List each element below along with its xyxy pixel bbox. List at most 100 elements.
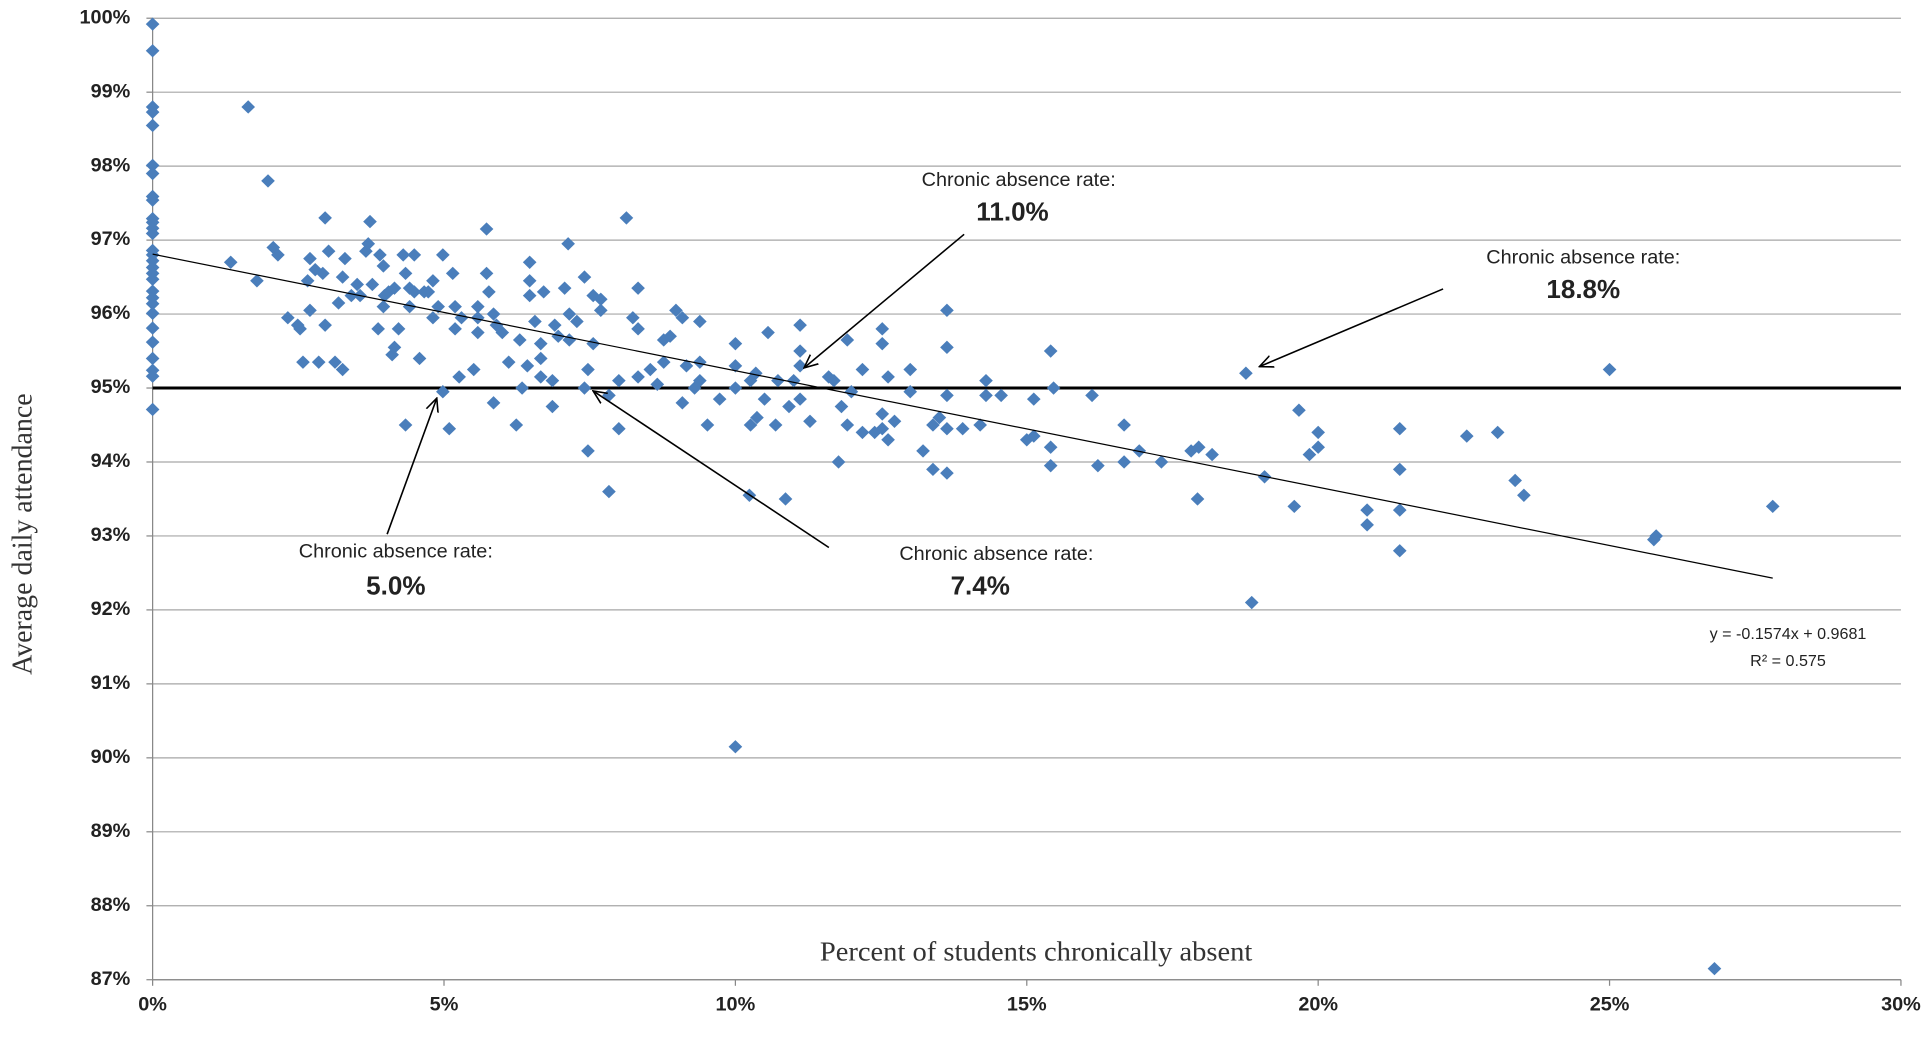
data-point — [793, 392, 807, 406]
data-point — [547, 318, 562, 332]
data-point — [940, 422, 954, 436]
data-point — [522, 255, 537, 269]
data-point — [1508, 473, 1522, 488]
data-point — [545, 399, 560, 414]
x-tick-label: 30% — [1881, 994, 1921, 1016]
data-point — [669, 303, 683, 318]
x-tick-label: 0% — [138, 994, 167, 1016]
data-point — [940, 303, 954, 318]
data-point — [145, 306, 160, 320]
data-point — [1026, 392, 1041, 406]
y-tick-label: 97% — [91, 228, 131, 250]
data-point — [1360, 503, 1374, 517]
data-point — [1085, 388, 1099, 403]
data-point — [522, 274, 537, 288]
data-point — [577, 381, 592, 395]
data-point — [786, 373, 801, 388]
data-point — [979, 373, 993, 388]
data-point — [693, 355, 707, 369]
data-point — [520, 359, 535, 373]
data-point — [994, 388, 1008, 403]
data-point — [593, 292, 608, 306]
data-point — [602, 388, 616, 403]
data-point — [466, 362, 481, 377]
data-point — [1046, 381, 1061, 395]
x-tick-label: 10% — [716, 994, 756, 1016]
data-point — [881, 370, 895, 384]
data-point — [421, 285, 436, 299]
data-point — [768, 418, 783, 432]
data-point — [1043, 459, 1058, 473]
data-point — [452, 370, 466, 384]
data-point — [631, 322, 645, 336]
data-point — [1707, 961, 1722, 976]
y-tick-label: 100% — [80, 7, 131, 29]
y-tick-label: 89% — [91, 820, 131, 842]
data-point — [728, 336, 743, 351]
annotation-arrow — [386, 398, 437, 535]
data-point — [793, 359, 807, 373]
y-tick-label: 96% — [91, 302, 131, 324]
data-point — [834, 399, 849, 414]
data-point — [373, 248, 387, 262]
data-point — [581, 444, 595, 458]
data-point — [875, 322, 890, 336]
data-point — [303, 251, 317, 266]
trendline-r-squared: R² = 0.575 — [1750, 653, 1826, 670]
data-point — [712, 392, 727, 406]
data-point — [926, 418, 940, 432]
data-point — [318, 318, 332, 332]
data-point — [479, 266, 494, 281]
data-point — [533, 336, 548, 351]
data-point — [586, 336, 601, 351]
data-point — [1392, 462, 1407, 477]
data-point — [281, 311, 295, 325]
data-point — [426, 311, 440, 325]
data-point — [761, 325, 775, 340]
data-point — [1392, 503, 1407, 517]
data-point — [545, 373, 560, 388]
data-point — [612, 422, 626, 436]
data-point — [338, 251, 352, 266]
data-point — [315, 266, 330, 281]
data-point — [1292, 403, 1306, 417]
annotation-arrow — [804, 233, 965, 368]
data-point — [495, 325, 510, 340]
data-point — [855, 425, 870, 440]
data-point — [303, 303, 317, 318]
data-point — [728, 381, 743, 395]
data-point — [887, 414, 902, 428]
data-point — [398, 266, 413, 281]
data-point — [486, 307, 501, 321]
data-point — [631, 281, 645, 295]
data-point — [748, 366, 763, 380]
y-tick-label: 93% — [91, 524, 131, 546]
x-tick-label: 15% — [1007, 994, 1047, 1016]
y-tick-label: 99% — [91, 80, 131, 102]
data-point — [562, 333, 577, 347]
data-point — [903, 362, 918, 377]
data-point — [387, 340, 402, 355]
data-point — [145, 321, 160, 335]
data-point — [376, 299, 391, 314]
data-point — [650, 377, 665, 392]
data-point — [145, 335, 160, 349]
data-point — [1765, 499, 1780, 514]
data-point — [331, 296, 346, 310]
data-point — [442, 422, 457, 436]
data-point — [1190, 492, 1205, 506]
annotation-label: Chronic absence rate: — [1486, 247, 1680, 269]
data-point — [1043, 440, 1058, 454]
x-tick-label: 5% — [430, 994, 459, 1016]
data-point — [311, 355, 326, 369]
data-point — [145, 44, 160, 58]
y-axis-title: Average daily attendance — [7, 393, 38, 675]
data-point — [528, 314, 542, 329]
y-tick-label: 90% — [91, 746, 131, 768]
data-point — [955, 422, 970, 436]
x-tick-label: 20% — [1298, 994, 1338, 1016]
annotation-rate: 11.0% — [976, 199, 1049, 227]
data-point — [365, 277, 380, 292]
data-point — [875, 336, 890, 351]
data-point — [750, 410, 764, 425]
